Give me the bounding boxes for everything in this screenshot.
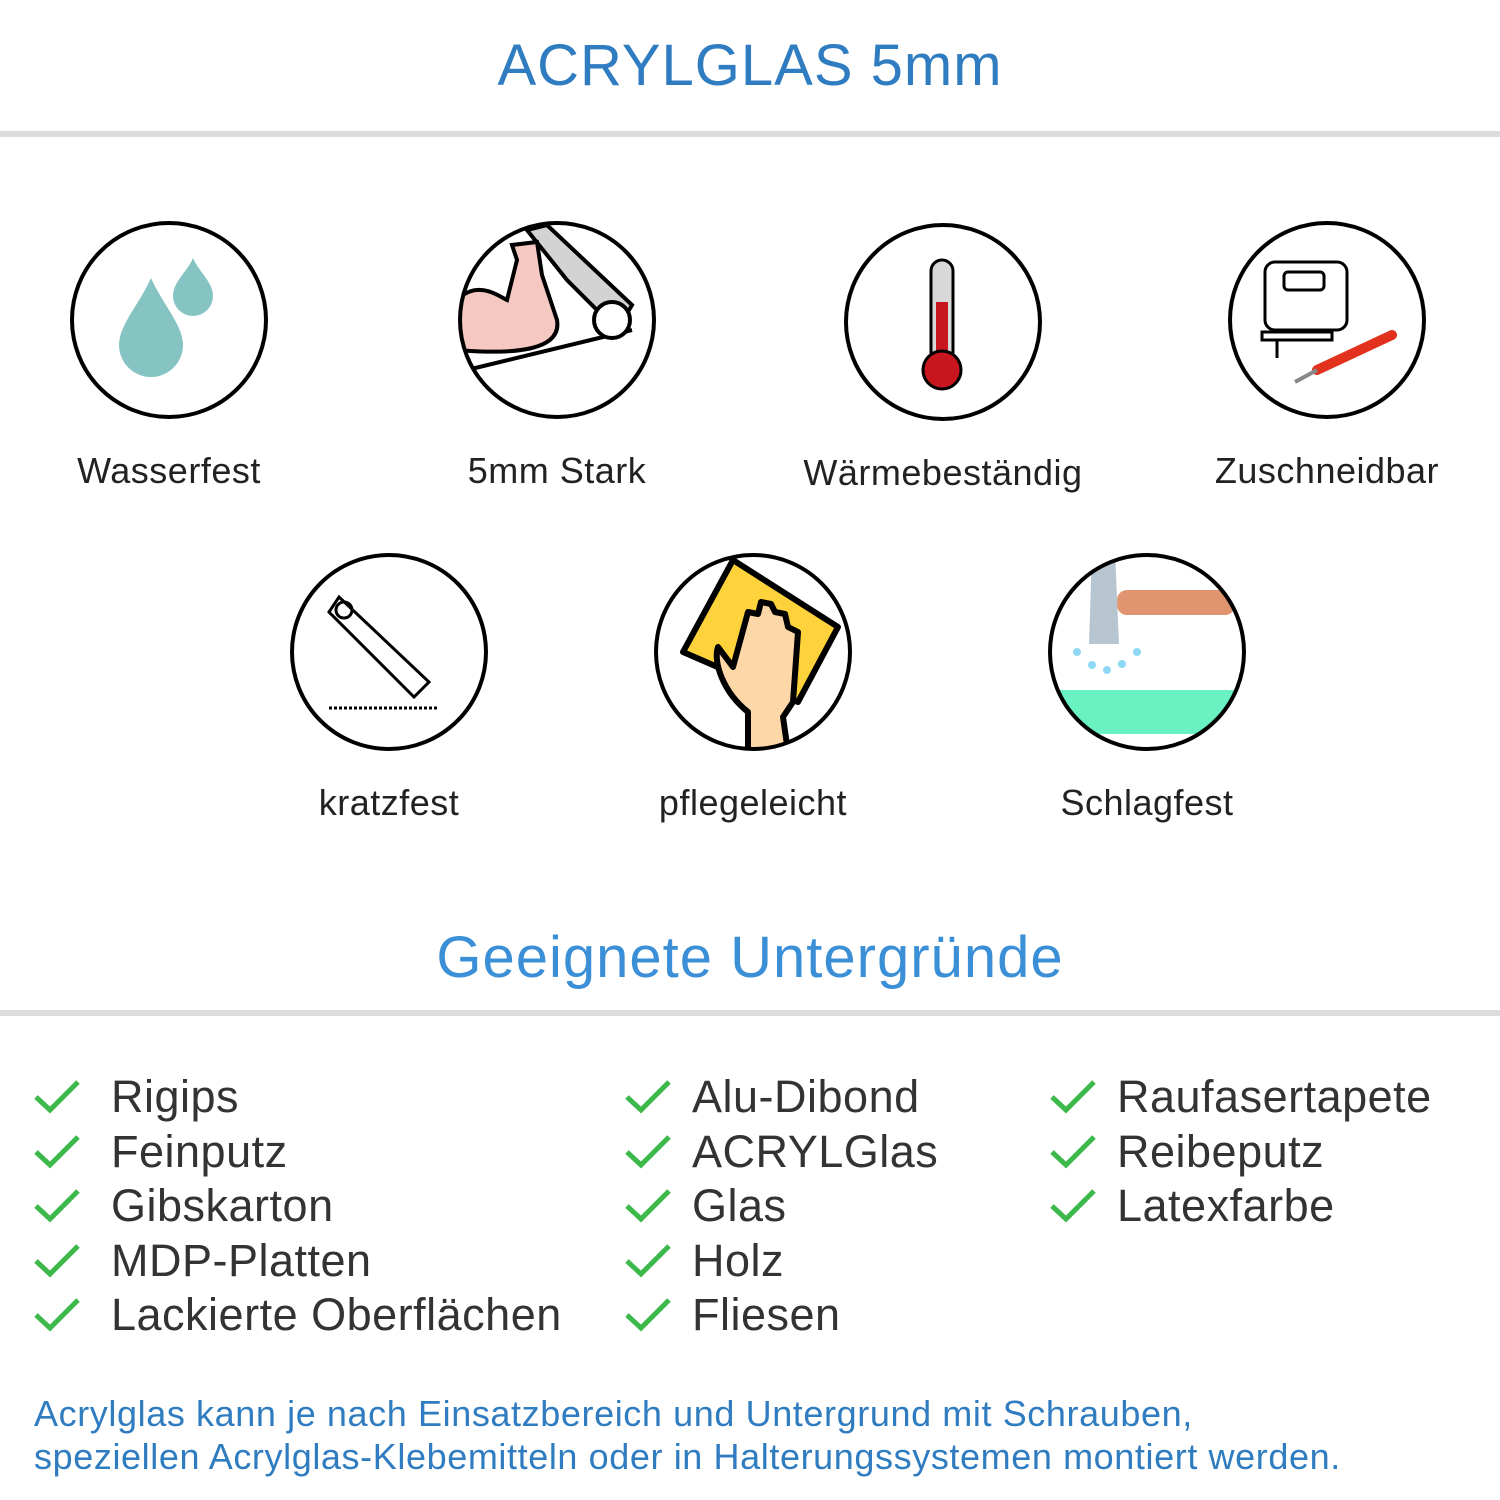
- feature-schlagfest: Schlagfest: [987, 552, 1307, 824]
- surface-item: Gibskarton: [33, 1179, 562, 1234]
- checkmark-icon: [625, 1243, 671, 1278]
- surface-item: Lackierte Oberflächen: [33, 1288, 562, 1343]
- surface-item: ACRYLGlas: [624, 1125, 938, 1180]
- surface-item: Raufasertapete: [1049, 1070, 1432, 1125]
- checkmark-icon: [1050, 1189, 1096, 1223]
- hammer-icon: [1048, 553, 1246, 751]
- surface-label: Lackierte Oberflächen: [111, 1289, 562, 1341]
- feature-zuschneidbar: Zuschneidbar: [1167, 220, 1487, 492]
- feature-5mm-stark: 5mm Stark: [397, 220, 717, 492]
- checkmark-icon: [34, 1243, 80, 1278]
- cutter-knife-icon: [290, 553, 488, 751]
- surface-column-2: Alu-Dibond ACRYLGlas Glas Holz Fliesen: [624, 1070, 938, 1343]
- section-title: Geeignete Untergründe: [436, 925, 1064, 990]
- mounting-note-line-2: speziellen Acrylglas-Klebemitteln oder i…: [34, 1436, 1341, 1477]
- cleaning-hand-icon: [654, 553, 852, 751]
- surface-label: Holz: [692, 1234, 785, 1286]
- feature-label: pflegeleicht: [658, 782, 848, 823]
- surface-item: Rigips: [33, 1070, 562, 1125]
- surface-label: Gibskarton: [111, 1180, 334, 1232]
- surface-label: Feinputz: [111, 1125, 288, 1177]
- feature-label: 5mm Stark: [467, 450, 647, 491]
- checkmark-icon: [34, 1080, 80, 1114]
- page-title: ACRYLGLAS 5mm: [497, 33, 1003, 98]
- surface-label: MDP-Platten: [111, 1234, 372, 1286]
- surface-label: Raufasertapete: [1117, 1071, 1432, 1123]
- surface-item: Alu-Dibond: [624, 1070, 938, 1125]
- surface-item: Feinputz: [33, 1125, 562, 1180]
- surface-label: Rigips: [111, 1071, 240, 1123]
- thermometer-icon: [844, 223, 1042, 421]
- surface-label: Fliesen: [692, 1289, 841, 1341]
- mounting-note-line-1: Acrylglas kann je nach Einsatzbereich un…: [34, 1393, 1193, 1434]
- feature-label: Wärmebeständig: [803, 452, 1083, 493]
- checkmark-icon: [34, 1189, 80, 1223]
- feature-label: kratzfest: [318, 782, 460, 823]
- feature-label: Zuschneidbar: [1214, 450, 1440, 491]
- surface-item: Glas: [624, 1179, 938, 1234]
- surface-item: Fliesen: [624, 1288, 938, 1343]
- feature-wasserfest: Wasserfest: [9, 220, 329, 492]
- surface-item: Reibeputz: [1049, 1125, 1432, 1180]
- checkmark-icon: [34, 1298, 80, 1332]
- surface-column-1: Rigips Feinputz Gibskarton MDP-Platten Lacki…: [33, 1070, 562, 1343]
- checkmark-icon: [1050, 1080, 1096, 1114]
- checkmark-icon: [625, 1080, 671, 1114]
- jigsaw-cutter-icon: [1228, 221, 1426, 419]
- feature-label: Wasserfest: [77, 450, 261, 491]
- surface-item: MDP-Platten: [33, 1234, 562, 1289]
- checkmark-icon: [1050, 1134, 1096, 1169]
- checkmark-icon: [34, 1134, 80, 1169]
- checkmark-icon: [625, 1298, 671, 1332]
- feature-waermebestaendig: Wärmebeständig: [783, 222, 1103, 494]
- strong-arm-icon: [458, 221, 656, 419]
- feature-label: Schlagfest: [1060, 782, 1234, 823]
- mounting-note: Acrylglas kann je nach Einsatzbereich un…: [34, 1392, 1341, 1478]
- surface-label: ACRYLGlas: [692, 1125, 939, 1177]
- divider: [0, 1010, 1500, 1016]
- surface-label: Reibeputz: [1117, 1125, 1325, 1177]
- feature-pflegeleicht: pflegeleicht: [593, 552, 913, 824]
- surface-label: Alu-Dibond: [692, 1071, 920, 1123]
- surface-column-3: Raufasertapete Reibeputz Latexfarbe: [1049, 1070, 1432, 1234]
- divider: [0, 131, 1500, 137]
- checkmark-icon: [625, 1134, 671, 1169]
- feature-kratzfest: kratzfest: [229, 552, 549, 824]
- water-drops-icon: [70, 221, 268, 419]
- checkmark-icon: [625, 1189, 671, 1223]
- surface-item: Latexfarbe: [1049, 1179, 1432, 1234]
- surface-item: Holz: [624, 1234, 938, 1289]
- surface-label: Glas: [692, 1180, 787, 1232]
- surface-label: Latexfarbe: [1117, 1180, 1335, 1232]
